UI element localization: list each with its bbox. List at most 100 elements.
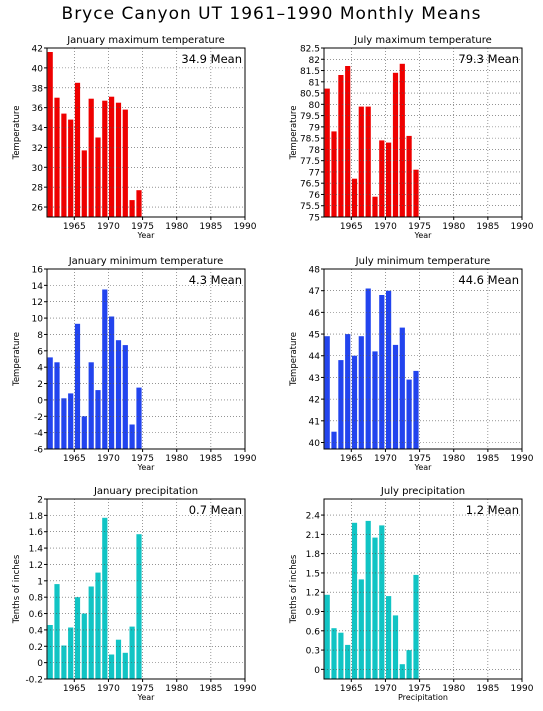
bar xyxy=(358,579,364,679)
bar xyxy=(324,88,330,217)
y-tick-label: 2.1 xyxy=(306,531,320,541)
y-tick-label: 10 xyxy=(32,315,44,325)
x-axis-label: Precipitation xyxy=(398,693,448,702)
x-tick-label: 1970 xyxy=(97,454,120,464)
bar xyxy=(351,178,358,217)
bar xyxy=(47,357,53,449)
bar xyxy=(379,140,385,217)
y-tick-label: 79 xyxy=(309,123,321,133)
x-tick-label: 1990 xyxy=(511,222,534,232)
bar xyxy=(413,169,419,217)
y-axis-label: Temperature xyxy=(12,106,22,161)
bar xyxy=(331,628,337,679)
y-tick-label: 8 xyxy=(37,331,43,341)
x-tick-label: 1985 xyxy=(476,454,499,464)
y-tick-label: 32 xyxy=(32,144,43,154)
bar xyxy=(109,316,115,449)
y-tick-label: -4 xyxy=(34,429,43,439)
y-tick-label: 1.8 xyxy=(29,512,44,522)
bar xyxy=(61,113,67,217)
bar xyxy=(331,431,337,449)
bar xyxy=(122,652,128,679)
bar xyxy=(115,639,122,679)
bar xyxy=(345,334,351,449)
x-tick-label: 1965 xyxy=(63,222,86,232)
mean-label: 79.3 Mean xyxy=(458,52,519,66)
bar xyxy=(386,290,392,449)
bar xyxy=(95,572,101,679)
x-tick-label: 1985 xyxy=(199,684,222,694)
bar xyxy=(392,344,399,449)
plot-frame xyxy=(46,268,246,450)
y-tick-label: 0 xyxy=(37,659,43,669)
x-tick-label: 1980 xyxy=(442,684,465,694)
y-tick-label: 0.9 xyxy=(306,608,321,618)
y-axis-label: Tenths of inches xyxy=(12,554,22,624)
x-tick-label: 1980 xyxy=(442,222,465,232)
y-tick-label: 42 xyxy=(32,45,43,55)
x-tick-label: 1990 xyxy=(234,684,257,694)
bar xyxy=(365,106,371,217)
x-tick-label: 1985 xyxy=(476,684,499,694)
y-axis-label: Tenths of inches xyxy=(289,554,299,624)
y-tick-label: -2 xyxy=(34,413,43,423)
x-axis-label: Year xyxy=(137,463,156,472)
y-tick-label: 41 xyxy=(309,417,320,427)
bar xyxy=(88,98,94,217)
x-tick-label: 1985 xyxy=(199,454,222,464)
bar xyxy=(81,416,87,449)
bar xyxy=(129,200,135,217)
bar xyxy=(399,63,405,217)
y-tick-label: 2 xyxy=(37,496,43,506)
bar xyxy=(61,398,67,449)
page-title: Bryce Canyon UT 1961–1990 Monthly Means xyxy=(61,4,482,24)
chart-jan-precip: 2 1.8 1.6 1.4 1.2 1 0.8 0.6 0.4 0.2 0 -0.2 1965 1970 1… xyxy=(12,486,257,702)
y-tick-label: 75.5 xyxy=(300,202,320,212)
bar xyxy=(95,137,101,217)
plot-frame xyxy=(323,268,523,450)
y-tick-label: 0.6 xyxy=(306,627,321,637)
y-tick-label: 1.8 xyxy=(306,550,321,560)
y-tick-label: 0 xyxy=(37,396,43,406)
bar xyxy=(129,424,135,449)
y-tick-label: 2.4 xyxy=(306,512,321,522)
bar xyxy=(413,574,419,679)
mean-label: 34.9 Mean xyxy=(181,52,242,66)
bar xyxy=(386,596,392,679)
bar xyxy=(102,517,108,679)
y-tick-label: 28 xyxy=(32,184,44,194)
y-tick-label: -6 xyxy=(34,446,43,456)
bar xyxy=(351,522,358,679)
y-tick-label: 82 xyxy=(309,56,320,66)
x-tick-label: 1975 xyxy=(408,684,431,694)
y-tick-label: 44 xyxy=(309,352,321,362)
bar xyxy=(115,102,122,217)
bar xyxy=(54,584,60,679)
chart-jan-max: 42 40 38 36 34 32 30 28 26 1965 1970 1975 1980 1985 19… xyxy=(12,35,257,240)
x-axis-label: Year xyxy=(137,231,156,240)
y-tick-label: 78 xyxy=(309,146,321,156)
y-tick-label: 34 xyxy=(32,124,44,134)
bar xyxy=(338,360,344,449)
mean-label: 44.6 Mean xyxy=(458,273,519,287)
y-tick-label: 80.5 xyxy=(300,90,320,100)
bar xyxy=(88,362,94,449)
bar xyxy=(88,586,94,679)
y-tick-label: 78.5 xyxy=(300,135,320,145)
x-tick-label: 1965 xyxy=(340,684,363,694)
y-tick-label: 1.6 xyxy=(29,528,44,538)
x-axis-label: Year xyxy=(414,231,433,240)
x-tick-label: 1965 xyxy=(340,454,363,464)
y-tick-label: 43 xyxy=(309,374,320,384)
bar xyxy=(109,96,115,217)
bar xyxy=(136,387,142,449)
chart-title: July maximum temperature xyxy=(353,35,492,46)
y-tick-label: 1 xyxy=(37,577,43,587)
x-tick-label: 1965 xyxy=(340,222,363,232)
y-tick-label: 14 xyxy=(32,282,44,292)
bar xyxy=(372,537,378,679)
y-tick-label: 82.5 xyxy=(300,45,320,55)
y-tick-label: 4 xyxy=(37,364,43,374)
y-tick-label: 0.2 xyxy=(29,643,43,653)
